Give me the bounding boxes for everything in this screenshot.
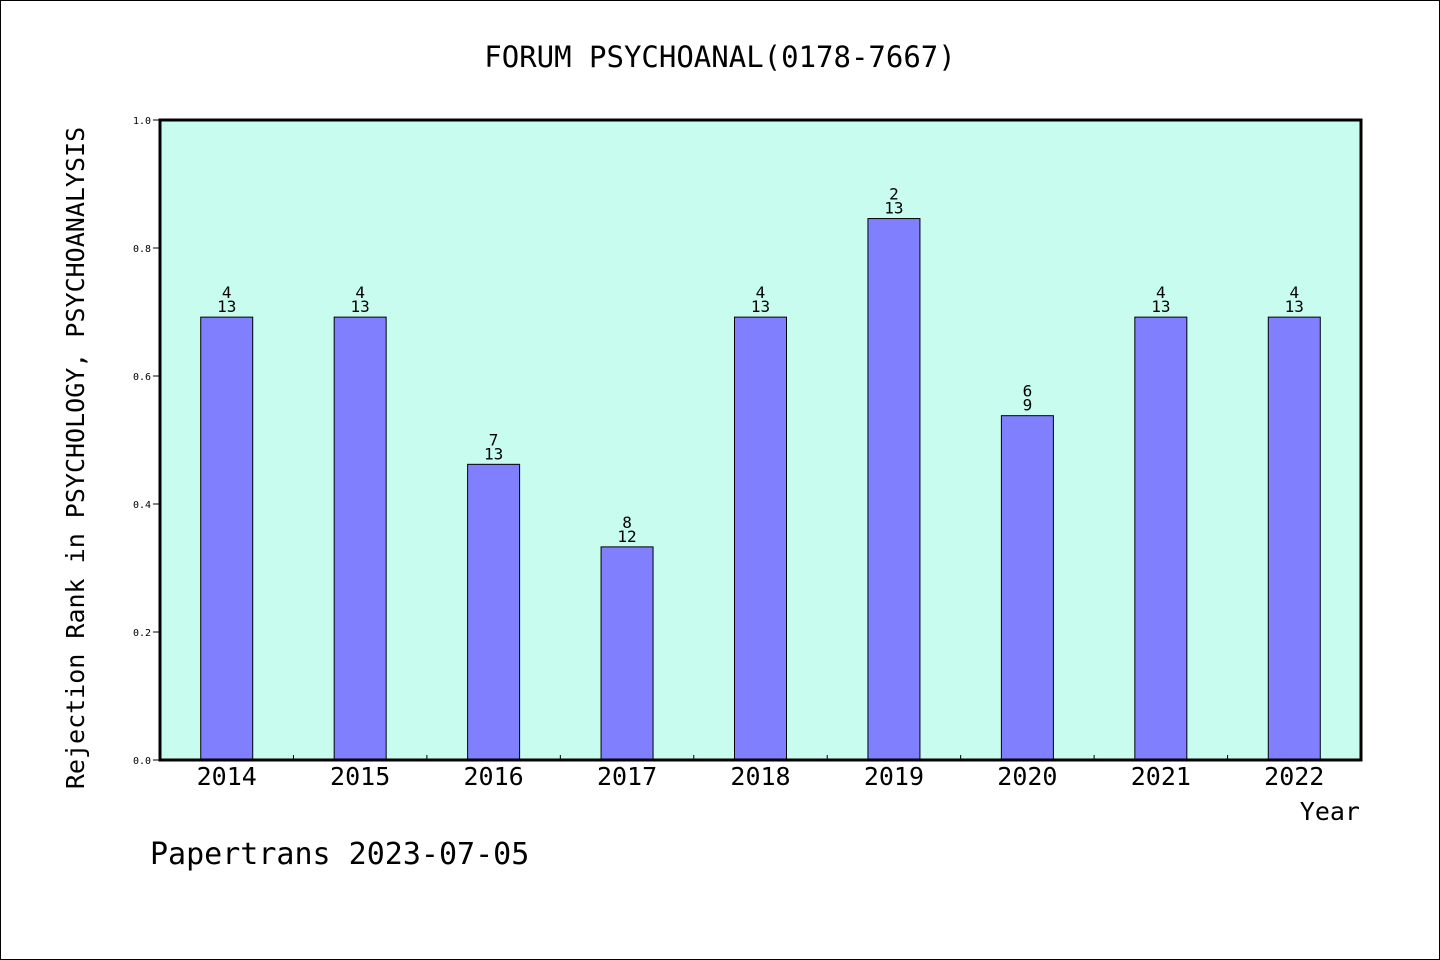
- x-tick-label: 2015: [330, 762, 390, 791]
- bar-2016: [467, 463, 521, 761]
- bar-label-rank: 4: [756, 283, 766, 302]
- y-tick-label: 0.0: [133, 756, 151, 767]
- chart-title: FORUM PSYCHOANAL(0178-7667): [484, 40, 955, 74]
- bar-2017: [600, 546, 654, 761]
- x-tick-label: 2017: [597, 762, 657, 791]
- x-tick-label: 2014: [197, 762, 257, 791]
- bar-label-rank: 4: [1156, 283, 1166, 302]
- bar-label-total: 13: [351, 297, 370, 316]
- bar-2022: [1267, 316, 1321, 761]
- x-tick-label: 2022: [1264, 762, 1324, 791]
- y-axis-label: Rejection Rank in PSYCHOLOGY, PSYCHOANAL…: [61, 127, 90, 789]
- x-tick-label: 2016: [464, 762, 524, 791]
- x-tick-label: 2020: [997, 762, 1057, 791]
- y-tick-label: 0.4: [133, 500, 151, 511]
- bar-2020: [1000, 415, 1054, 761]
- bar-label-total: 13: [1151, 297, 1170, 316]
- bar-label-total: 13: [1285, 297, 1304, 316]
- bar-2018: [734, 316, 787, 761]
- bar-label-total: 13: [484, 444, 503, 463]
- bar-label-rank: 6: [1023, 382, 1033, 401]
- y-tick-label: 0.6: [133, 372, 151, 383]
- bar-label-total: 13: [884, 199, 903, 218]
- x-tick-label: 2019: [864, 762, 924, 791]
- bar-label-total: 13: [217, 297, 236, 316]
- bar-2015: [333, 316, 387, 761]
- footer-note: Papertrans 2023-07-05: [150, 837, 529, 872]
- x-tick-label: 2018: [730, 762, 790, 791]
- bar-label-rank: 8: [622, 513, 632, 532]
- bar-label-rank: 7: [489, 430, 499, 449]
- x-axis-ticks: 2014 2015 2016 2017 2018 2019 2020 2021 2022: [197, 755, 1324, 791]
- bar-label-rank: 2: [889, 185, 899, 204]
- bar-2021: [1134, 316, 1188, 761]
- plot-border: [158, 118, 1363, 762]
- x-tick-label: 2021: [1131, 762, 1191, 791]
- bar-2014: [200, 316, 254, 761]
- bar-label-rank: 4: [355, 283, 365, 302]
- y-tick-label: 1.0: [133, 116, 151, 127]
- bar-label-total: 9: [1023, 396, 1033, 415]
- bar-2019: [867, 218, 921, 761]
- bar-label-total: 12: [617, 527, 636, 546]
- bar-label-rank: 4: [222, 283, 232, 302]
- bar-label-total: 13: [751, 297, 770, 316]
- bar-label-rank: 4: [1289, 283, 1299, 302]
- y-axis-ticks: 0.0 0.2 0.4 0.6 0.8 1.0: [133, 116, 160, 767]
- bars: [200, 218, 1321, 761]
- y-tick-label: 0.2: [133, 628, 151, 639]
- x-axis-label: Year: [1300, 797, 1360, 826]
- y-tick-label: 0.8: [133, 244, 151, 255]
